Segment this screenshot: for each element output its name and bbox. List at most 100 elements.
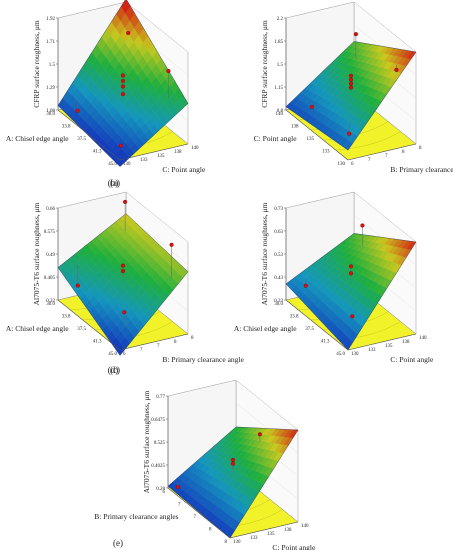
z-tick-label: 1.15	[274, 86, 283, 91]
y-axis-label: C: Point angle	[390, 355, 434, 364]
design-point	[230, 461, 236, 466]
z-tick-label: 0.43	[274, 276, 283, 281]
design-point	[348, 85, 354, 90]
z-tick-label: 0.8	[277, 109, 284, 114]
panel-caption: (a)	[110, 178, 120, 188]
design-point	[120, 263, 126, 268]
x-tick-label: 135	[307, 137, 315, 142]
z-tick-label: 1.29	[46, 86, 55, 91]
y-tick-label: 140	[419, 336, 427, 341]
x-tick-label: 30.0	[46, 302, 55, 307]
z-tick-label: 0.405	[44, 276, 56, 281]
y-tick-label: 8	[191, 336, 194, 341]
design-point	[123, 199, 128, 204]
y-tick-label: 7	[157, 344, 160, 349]
y-tick-label: 6	[351, 162, 354, 167]
z-tick-label: 0.575	[44, 230, 56, 235]
wall-gridline	[125, 191, 189, 243]
design-point	[175, 484, 180, 490]
y-axis-label: B: Primary clearance angle	[390, 165, 453, 174]
z-tick-label: 0.33	[274, 299, 283, 304]
x-tick-label: 41.3	[93, 340, 102, 345]
y-tick-label: 133	[140, 158, 148, 163]
design-point	[75, 108, 80, 113]
x-tick-label: 130	[338, 162, 346, 167]
x-axis-line	[57, 299, 121, 351]
surface-outline	[57, 0, 189, 167]
design-point	[230, 457, 236, 462]
y-axis-line	[119, 143, 189, 161]
x-tick-label: 33.8	[290, 315, 299, 320]
z-tick-label: 0.525	[154, 441, 166, 446]
design-point	[360, 223, 365, 228]
wall-gridline	[125, 1, 189, 53]
surface-outline	[285, 233, 417, 351]
wall-gridline	[235, 379, 299, 431]
z-axis-label: CFRP surface roughness, μm	[260, 20, 269, 108]
x-axis-label: A: Chisel edge angle	[6, 134, 69, 143]
z-axis-label: Al7075-T6 surface roughness, μm	[142, 390, 151, 493]
design-point	[118, 143, 123, 148]
x-tick-label: 8	[225, 540, 228, 545]
y-tick-label: 6	[123, 352, 126, 357]
design-point	[120, 92, 126, 97]
design-point	[122, 310, 127, 315]
z-tick-label: 1.92	[46, 17, 55, 22]
z-tick-label: 2.2	[277, 17, 284, 22]
x-axis-label: A: Chisel edge angle	[6, 324, 69, 333]
y-axis-label: C: Point angle	[162, 165, 206, 174]
x-tick-label: 37.5	[77, 327, 86, 332]
z-tick-label: 0.28	[156, 487, 165, 492]
design-point	[348, 73, 354, 78]
z-tick-label: 0.66	[46, 207, 55, 212]
x-axis-label: A: Chisel edge angle	[234, 324, 297, 333]
y-tick-label: 130	[233, 540, 241, 545]
contour-line	[335, 131, 401, 151]
y-tick-label: 133	[368, 348, 376, 353]
surface-panel: 0.28 0.4025 0.525 0.6475 0.77 6 7 7 8 8 130 133 135 1…	[94, 379, 316, 550]
x-axis-line	[167, 487, 231, 539]
x-tick-label: 7	[178, 503, 181, 508]
design-point	[347, 131, 352, 136]
y-tick-label: 138	[284, 528, 292, 533]
x-axis-label: C: Point angle	[254, 134, 298, 143]
surface-panel: 0.33 0.43 0.53 0.63 0.73 30.0 33.8 37.5 41.3 45.0…	[108, 191, 434, 375]
y-tick-label: 138	[174, 150, 182, 155]
wall-gridline	[353, 1, 417, 53]
panel-caption: (e)	[113, 538, 123, 548]
z-tick-label: 0.53	[274, 253, 283, 258]
design-point	[166, 68, 171, 74]
y-tick-label: 138	[402, 340, 410, 345]
z-tick-label: 0.49	[46, 253, 55, 258]
design-point	[120, 78, 126, 84]
y-axis-line	[229, 521, 299, 539]
y-tick-label: 130	[351, 352, 359, 357]
y-tick-label: 8	[402, 150, 405, 155]
surface-outline	[57, 213, 189, 356]
surface-outline	[285, 41, 417, 151]
x-axis-line	[285, 109, 349, 161]
z-tick-label: 1.85	[274, 40, 283, 45]
y-axis-line	[347, 333, 417, 351]
y-tick-label: 135	[385, 344, 393, 349]
x-tick-label: 8	[209, 528, 212, 533]
y-tick-label: 133	[250, 536, 258, 541]
surface-outline	[167, 426, 299, 539]
design-point	[348, 77, 354, 82]
x-tick-label: 30.0	[46, 112, 55, 117]
y-tick-label: 8	[174, 340, 177, 345]
z-tick-label: 0.4025	[151, 464, 165, 469]
z-tick-label: 0.77	[156, 395, 165, 400]
z-tick-label: 1.71	[46, 40, 55, 45]
y-tick-label: 7	[385, 154, 388, 159]
y-axis-line	[119, 333, 189, 351]
x-tick-label: 45.0	[108, 352, 117, 357]
x-tick-label: 45.0	[336, 352, 345, 357]
z-axis-label: Al7075-T6 surface roughness, μm	[32, 202, 41, 305]
x-tick-label: 30.0	[274, 302, 283, 307]
design-point	[348, 81, 354, 86]
design-point	[350, 314, 355, 319]
y-tick-label: 7	[368, 158, 371, 163]
y-tick-label: 130	[123, 162, 131, 167]
